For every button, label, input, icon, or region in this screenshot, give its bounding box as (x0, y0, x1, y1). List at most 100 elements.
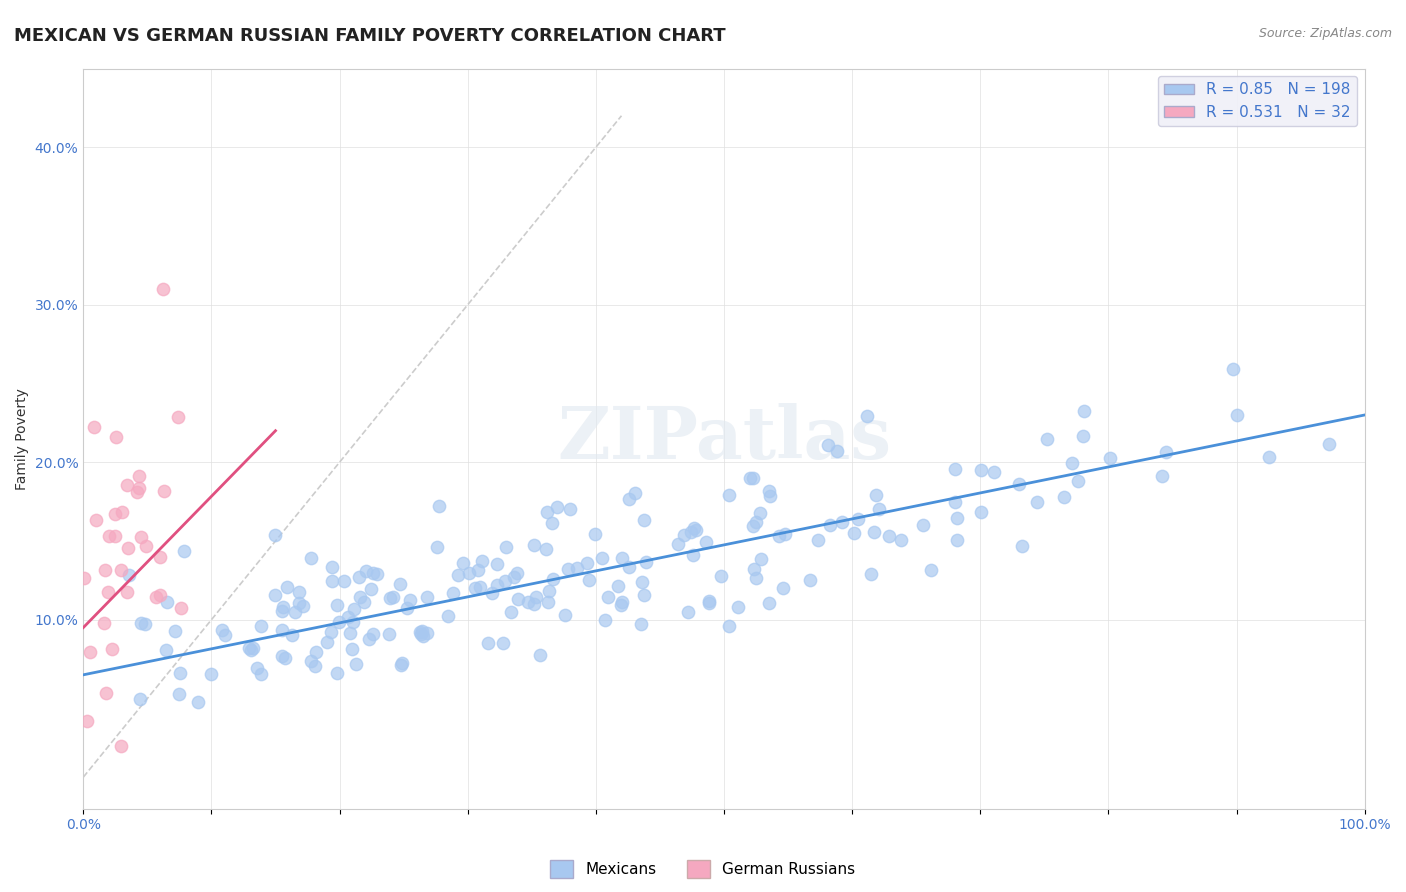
Point (481, 586, 503, 600)
Point (396, 601, 419, 615)
Point (467, 564, 489, 578)
Point (634, 555, 657, 569)
Point (93, 616, 115, 631)
Point (115, 585, 138, 599)
Point (170, 601, 193, 615)
Point (537, 595, 560, 609)
Point (1222, 362, 1244, 376)
Point (117, 541, 139, 555)
Point (630, 616, 652, 631)
Point (503, 570, 526, 584)
Point (246, 661, 269, 675)
Point (271, 649, 294, 664)
Point (288, 596, 311, 610)
Point (758, 489, 780, 503)
Point (242, 640, 264, 655)
Point (738, 470, 761, 484)
Point (321, 574, 343, 588)
Point (943, 462, 966, 476)
Point (943, 495, 966, 509)
Point (415, 626, 437, 640)
Point (1060, 456, 1083, 470)
Point (624, 486, 647, 500)
Point (299, 551, 322, 566)
Point (249, 618, 271, 632)
Point (105, 430, 128, 444)
Point (494, 574, 516, 588)
Point (534, 541, 557, 556)
Point (612, 595, 634, 609)
Point (250, 667, 273, 681)
Y-axis label: Family Poverty: Family Poverty (15, 388, 30, 490)
Point (799, 573, 821, 587)
Point (271, 600, 294, 615)
Point (167, 687, 190, 701)
Point (529, 648, 551, 662)
Point (758, 483, 780, 498)
Point (187, 695, 209, 709)
Point (817, 437, 839, 451)
Point (411, 624, 433, 638)
Point (304, 659, 326, 673)
Point (983, 465, 1005, 479)
Point (276, 580, 298, 594)
Point (970, 462, 993, 476)
Point (96, 686, 118, 700)
Point (305, 645, 328, 659)
Point (347, 570, 370, 584)
Point (742, 471, 765, 485)
Point (773, 527, 796, 541)
Point (749, 552, 772, 566)
Point (464, 581, 486, 595)
Point (104, 508, 127, 522)
Text: MEXICAN VS GERMAN RUSSIAN FAMILY POVERTY CORRELATION CHART: MEXICAN VS GERMAN RUSSIAN FAMILY POVERTY… (14, 27, 725, 45)
Point (361, 626, 384, 640)
Point (856, 409, 879, 424)
Point (73, 571, 96, 585)
Point (326, 665, 349, 680)
Point (343, 602, 366, 616)
Point (859, 566, 882, 581)
Point (342, 615, 364, 629)
Point (1152, 469, 1174, 483)
Point (741, 519, 763, 533)
Point (155, 643, 177, 657)
Point (842, 525, 865, 540)
Point (717, 487, 740, 501)
Point (508, 591, 530, 606)
Point (610, 551, 633, 566)
Point (214, 628, 236, 642)
Point (865, 488, 887, 502)
Point (831, 515, 853, 529)
Point (97, 585, 120, 599)
Point (339, 626, 361, 640)
Point (492, 636, 515, 650)
Point (451, 556, 474, 570)
Point (742, 561, 765, 575)
Point (437, 609, 460, 624)
Point (846, 512, 869, 526)
Point (591, 550, 613, 565)
Point (409, 624, 432, 639)
Point (342, 641, 364, 656)
Point (1073, 404, 1095, 418)
Point (128, 469, 150, 483)
Point (149, 588, 172, 602)
Point (524, 590, 547, 604)
Point (238, 641, 260, 656)
Point (717, 619, 740, 633)
Point (457, 566, 479, 580)
Point (557, 562, 579, 576)
Point (679, 525, 702, 540)
Point (274, 651, 297, 665)
Point (619, 560, 641, 574)
Point (349, 590, 371, 604)
Point (118, 568, 141, 582)
Point (970, 505, 993, 519)
Point (117, 477, 139, 491)
Point (1008, 477, 1031, 491)
Point (389, 657, 412, 672)
Point (354, 564, 377, 578)
Point (546, 500, 568, 515)
Point (554, 607, 576, 622)
